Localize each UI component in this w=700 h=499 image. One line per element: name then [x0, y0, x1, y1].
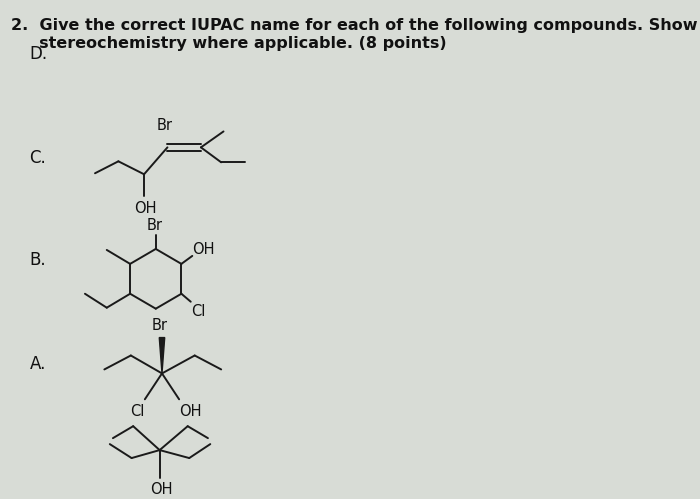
Text: Cl: Cl: [191, 304, 206, 319]
Text: OH: OH: [192, 243, 214, 257]
Polygon shape: [160, 337, 164, 373]
Text: 2.  Give the correct IUPAC name for each of the following compounds. Show: 2. Give the correct IUPAC name for each …: [11, 18, 697, 33]
Text: Br: Br: [152, 318, 168, 333]
Text: OH: OH: [134, 201, 157, 216]
Text: Br: Br: [146, 218, 162, 233]
Text: Br: Br: [156, 118, 172, 133]
Text: A.: A.: [29, 355, 46, 373]
Text: B.: B.: [29, 251, 46, 269]
Text: C.: C.: [29, 149, 46, 167]
Text: OH: OH: [150, 483, 172, 498]
Text: D.: D.: [29, 45, 48, 63]
Text: stereochemistry where applicable. (8 points): stereochemistry where applicable. (8 poi…: [11, 36, 447, 51]
Text: Cl: Cl: [130, 404, 144, 419]
Text: OH: OH: [178, 404, 202, 419]
